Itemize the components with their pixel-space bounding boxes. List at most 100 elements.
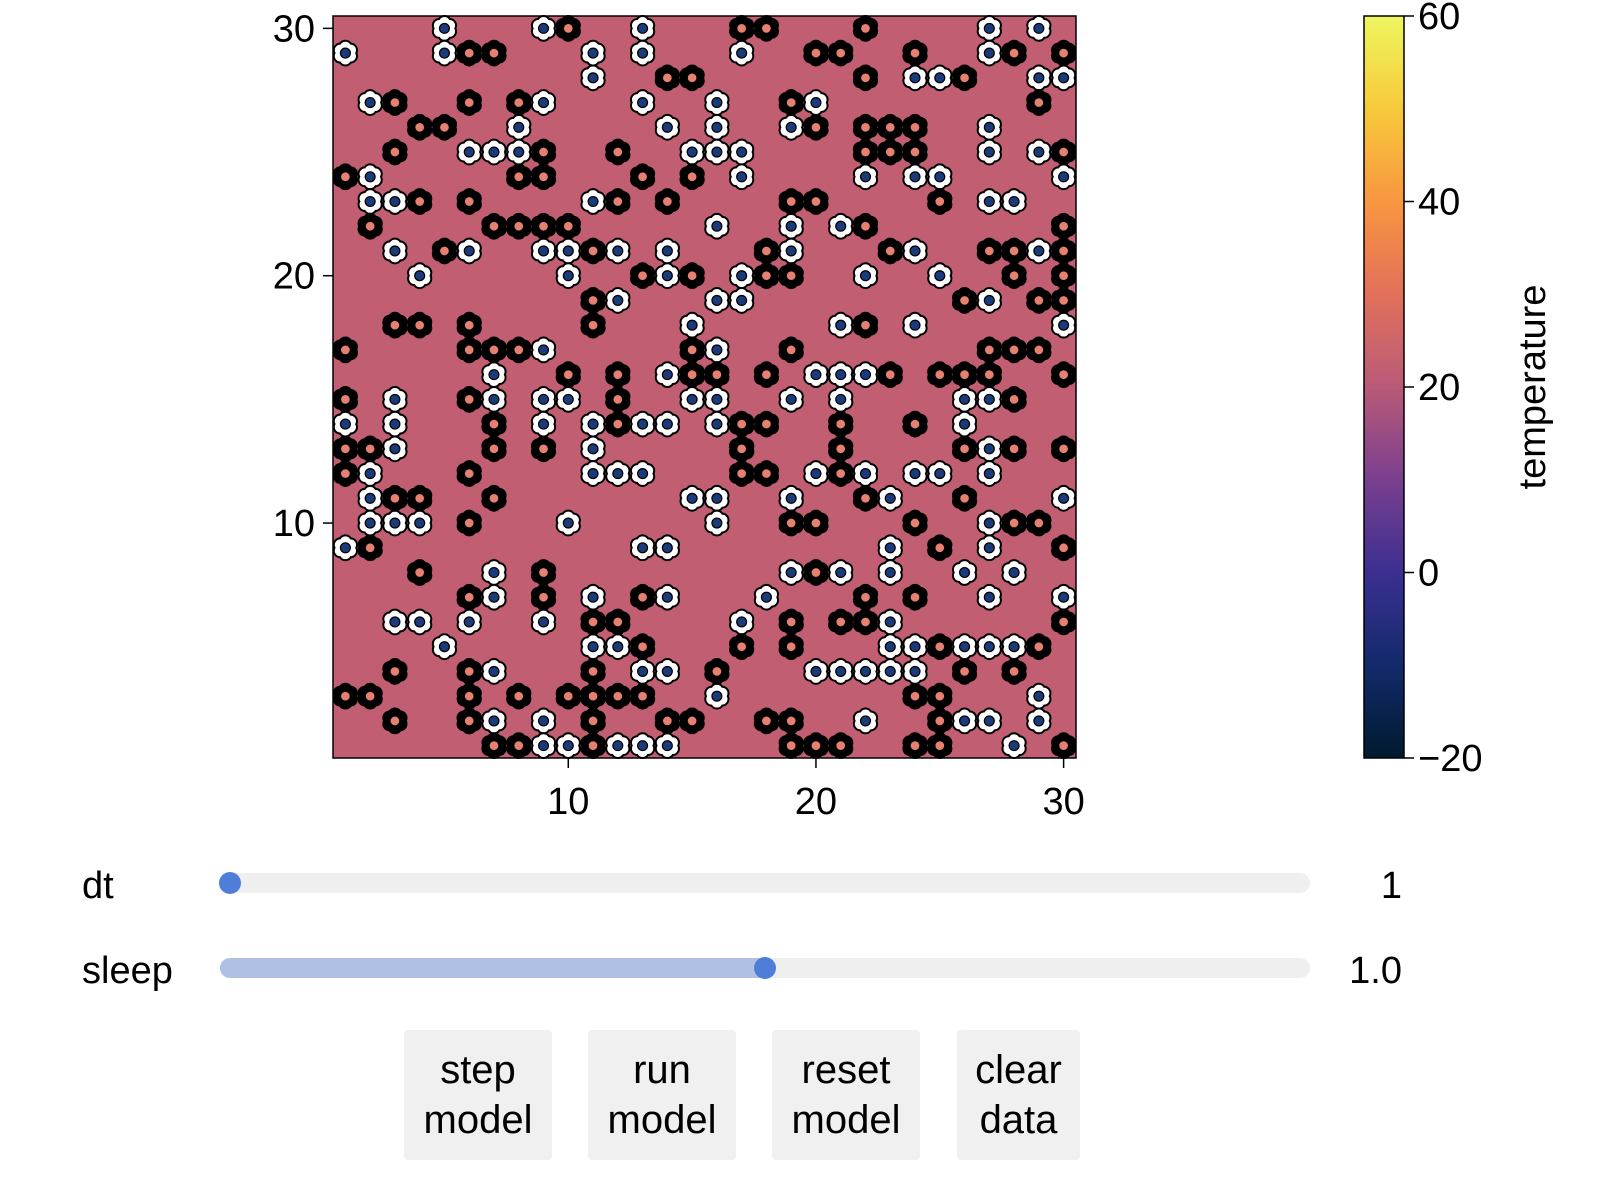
white-daisy-marker — [976, 14, 1002, 42]
white-daisy-marker — [1051, 311, 1077, 339]
slider-sleep-handle[interactable] — [754, 957, 776, 979]
black-daisy-marker — [778, 262, 804, 290]
white-daisy-marker — [580, 39, 606, 67]
white-daisy-marker — [976, 509, 1002, 537]
black-daisy-marker — [852, 583, 879, 611]
black-daisy-marker — [456, 707, 482, 735]
heatmap-background — [333, 16, 1076, 758]
white-daisy-marker — [407, 509, 433, 537]
black-daisy-marker — [1026, 336, 1052, 364]
slider-sleep-fill — [220, 958, 775, 978]
step-model-button[interactable]: step model — [404, 1030, 552, 1160]
white-daisy-marker — [382, 608, 408, 636]
white-daisy-marker — [679, 311, 705, 339]
black-daisy-marker — [902, 682, 928, 710]
white-daisy-marker — [877, 658, 903, 685]
black-daisy-marker — [1051, 262, 1077, 290]
black-daisy-marker — [382, 707, 408, 735]
black-daisy-marker — [1001, 385, 1027, 413]
white-daisy-marker — [902, 311, 928, 339]
black-daisy-marker — [778, 336, 804, 364]
slider-sleep[interactable] — [220, 957, 1310, 979]
black-daisy-marker — [456, 385, 482, 413]
black-daisy-marker — [332, 460, 358, 487]
white-daisy-marker — [778, 113, 804, 141]
black-daisy-marker — [456, 658, 482, 685]
black-daisy-series — [332, 14, 1077, 760]
white-daisy-marker — [902, 237, 928, 265]
black-daisy-marker — [605, 410, 631, 438]
black-daisy-marker — [1001, 658, 1027, 685]
white-daisy-marker — [530, 732, 557, 760]
black-daisy-marker — [1051, 361, 1077, 389]
black-daisy-marker — [951, 435, 978, 463]
white-daisy-marker — [555, 385, 581, 413]
black-daisy-marker — [605, 682, 631, 710]
black-daisy-marker — [679, 707, 705, 735]
white-daisy-marker — [927, 64, 953, 92]
white-daisy-marker — [431, 14, 458, 42]
black-daisy-marker — [481, 212, 507, 240]
white-daisy-marker — [382, 237, 408, 265]
black-daisy-marker — [1051, 435, 1077, 463]
black-daisy-marker — [456, 188, 482, 215]
white-daisy-marker — [852, 163, 879, 191]
white-daisy-marker — [555, 509, 581, 537]
white-daisy-marker — [976, 583, 1002, 611]
black-daisy-marker — [629, 633, 656, 661]
run-model-button[interactable]: run model — [588, 1030, 736, 1160]
black-daisy-marker — [481, 39, 507, 67]
white-daisy-marker — [332, 410, 358, 438]
black-daisy-marker — [951, 361, 978, 389]
black-daisy-marker — [852, 14, 879, 42]
white-daisy-marker — [852, 460, 879, 487]
black-daisy-marker — [679, 64, 705, 92]
black-daisy-marker — [456, 460, 482, 487]
black-daisy-marker — [555, 212, 581, 240]
black-daisy-marker — [456, 336, 482, 364]
black-daisy-marker — [456, 89, 482, 116]
black-daisy-marker — [555, 14, 581, 42]
black-daisy-marker — [679, 163, 705, 191]
white-daisy-marker — [951, 707, 978, 735]
white-daisy-marker — [729, 163, 755, 191]
white-daisy-marker — [1026, 237, 1052, 265]
black-daisy-marker — [927, 707, 953, 735]
white-daisy-marker — [778, 559, 804, 586]
black-daisy-marker — [1001, 262, 1027, 290]
black-daisy-marker — [1026, 633, 1052, 661]
black-daisy-marker — [753, 410, 780, 438]
white-daisy-marker — [679, 138, 705, 166]
white-daisy-marker — [605, 237, 631, 265]
black-daisy-marker — [927, 682, 953, 710]
black-daisy-marker — [778, 509, 804, 537]
white-daisy-marker — [704, 484, 730, 512]
slider-dt-handle[interactable] — [219, 872, 241, 894]
white-daisy-marker — [431, 633, 458, 661]
white-daisy-marker — [976, 385, 1002, 413]
white-daisy-marker — [852, 262, 879, 290]
slider-dt[interactable] — [219, 872, 1310, 894]
black-daisy-marker — [580, 287, 606, 314]
white-daisy-marker — [629, 14, 656, 42]
black-daisy-marker — [1001, 336, 1027, 364]
white-daisy-marker — [1001, 633, 1027, 661]
black-daisy-marker — [506, 336, 532, 364]
white-daisy-marker — [729, 608, 755, 636]
black-daisy-marker — [506, 732, 532, 760]
black-daisy-marker — [580, 732, 606, 760]
white-daisy-marker — [1026, 14, 1052, 42]
white-daisy-marker — [481, 583, 507, 611]
clear-data-button[interactable]: clear data — [957, 1030, 1080, 1160]
white-daisy-marker — [951, 410, 978, 438]
black-daisy-marker — [753, 361, 780, 389]
black-daisy-marker — [382, 311, 408, 339]
white-daisy-marker — [877, 534, 903, 562]
black-daisy-marker — [729, 435, 755, 463]
black-daisy-marker — [852, 113, 879, 141]
white-daisy-marker — [778, 237, 804, 265]
white-daisy-marker — [357, 89, 383, 116]
white-daisy-marker — [852, 658, 879, 685]
reset-model-button[interactable]: reset model — [772, 1030, 920, 1160]
white-daisy-marker — [654, 732, 680, 760]
